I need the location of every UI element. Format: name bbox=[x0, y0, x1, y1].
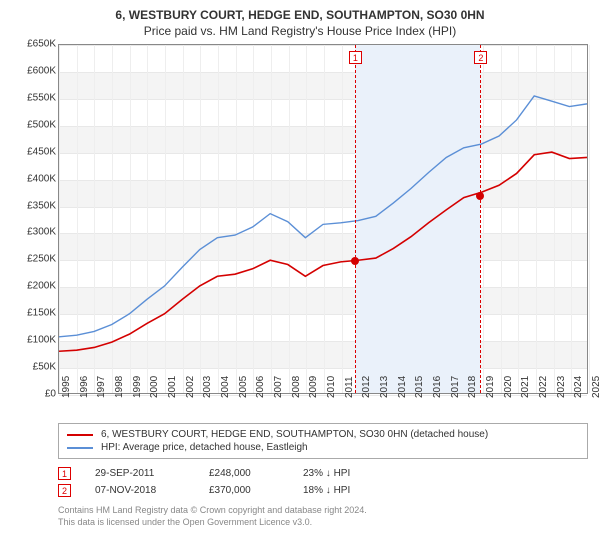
chart-area: £0 £50K £100K £150K £200K £250K £300K £350K £400… bbox=[12, 44, 588, 419]
legend-swatch-property bbox=[67, 434, 93, 436]
x-axis-label: 1997 bbox=[96, 376, 107, 398]
x-axis-label: 2017 bbox=[450, 376, 461, 398]
sale-row: 2 07-NOV-2018 £370,000 18% ↓ HPI bbox=[58, 482, 588, 499]
y-axis-label: £100K bbox=[12, 335, 56, 346]
y-axis-label: £200K bbox=[12, 281, 56, 292]
sale-vs-hpi: 23% ↓ HPI bbox=[303, 468, 350, 479]
x-axis-label: 2020 bbox=[503, 376, 514, 398]
x-axis-label: 2019 bbox=[485, 376, 496, 398]
x-axis-label: 1999 bbox=[132, 376, 143, 398]
chart-marker-box: 2 bbox=[474, 51, 487, 64]
x-axis-label: 2005 bbox=[238, 376, 249, 398]
sale-date: 29-SEP-2011 bbox=[95, 468, 185, 479]
x-axis-label: 1998 bbox=[114, 376, 125, 398]
x-axis-label: 2000 bbox=[149, 376, 160, 398]
chart-sale-point bbox=[476, 192, 484, 200]
y-axis-label: £300K bbox=[12, 227, 56, 238]
sale-date: 07-NOV-2018 bbox=[95, 485, 185, 496]
legend-label-property: 6, WESTBURY COURT, HEDGE END, SOUTHAMPTO… bbox=[101, 429, 488, 440]
y-axis-label: £650K bbox=[12, 39, 56, 50]
legend-row: HPI: Average price, detached house, East… bbox=[67, 441, 579, 454]
legend-label-hpi: HPI: Average price, detached house, East… bbox=[101, 442, 308, 453]
line-property bbox=[59, 152, 587, 351]
chart-title: 6, WESTBURY COURT, HEDGE END, SOUTHAMPTO… bbox=[12, 8, 588, 22]
x-axis-label: 2014 bbox=[397, 376, 408, 398]
chart-marker-box: 1 bbox=[349, 51, 362, 64]
sale-marker-2: 2 bbox=[58, 484, 71, 497]
x-axis-label: 2022 bbox=[538, 376, 549, 398]
x-axis-label: 2025 bbox=[591, 376, 600, 398]
x-axis-label: 2016 bbox=[432, 376, 443, 398]
sales-table: 1 29-SEP-2011 £248,000 23% ↓ HPI 2 07-NO… bbox=[58, 465, 588, 499]
chart-subtitle: Price paid vs. HM Land Registry's House … bbox=[12, 24, 588, 38]
x-axis-label: 2008 bbox=[291, 376, 302, 398]
sale-row: 1 29-SEP-2011 £248,000 23% ↓ HPI bbox=[58, 465, 588, 482]
chart-sale-point bbox=[351, 257, 359, 265]
y-axis-label: £600K bbox=[12, 65, 56, 76]
x-axis-label: 2011 bbox=[344, 376, 355, 398]
sale-price: £248,000 bbox=[209, 468, 279, 479]
y-axis-label: £50K bbox=[12, 362, 56, 373]
x-axis-label: 2002 bbox=[185, 376, 196, 398]
legend-row: 6, WESTBURY COURT, HEDGE END, SOUTHAMPTO… bbox=[67, 428, 579, 441]
x-axis-label: 2001 bbox=[167, 376, 178, 398]
x-axis-label: 2015 bbox=[414, 376, 425, 398]
sale-marker-1: 1 bbox=[58, 467, 71, 480]
plot-region: 12 bbox=[58, 44, 588, 394]
x-axis-label: 2012 bbox=[361, 376, 372, 398]
y-axis-label: £150K bbox=[12, 308, 56, 319]
y-axis-label: £550K bbox=[12, 92, 56, 103]
sale-vs-hpi: 18% ↓ HPI bbox=[303, 485, 350, 496]
x-axis-label: 1995 bbox=[61, 376, 72, 398]
legend: 6, WESTBURY COURT, HEDGE END, SOUTHAMPTO… bbox=[58, 423, 588, 459]
x-axis-label: 2023 bbox=[556, 376, 567, 398]
x-axis-label: 2024 bbox=[573, 376, 584, 398]
y-axis-label: £500K bbox=[12, 119, 56, 130]
y-axis-label: £350K bbox=[12, 200, 56, 211]
y-axis-label: £450K bbox=[12, 146, 56, 157]
x-axis-label: 2003 bbox=[202, 376, 213, 398]
legend-swatch-hpi bbox=[67, 447, 93, 449]
x-axis-label: 2006 bbox=[255, 376, 266, 398]
x-axis-label: 2007 bbox=[273, 376, 284, 398]
credit-text: Contains HM Land Registry data © Crown c… bbox=[58, 505, 588, 528]
sale-price: £370,000 bbox=[209, 485, 279, 496]
y-axis-label: £0 bbox=[12, 389, 56, 400]
x-axis-label: 2010 bbox=[326, 376, 337, 398]
x-axis-label: 2009 bbox=[308, 376, 319, 398]
y-axis-label: £400K bbox=[12, 173, 56, 184]
x-axis-label: 2013 bbox=[379, 376, 390, 398]
line-hpi bbox=[59, 96, 587, 337]
x-axis-label: 2018 bbox=[467, 376, 478, 398]
y-axis-label: £250K bbox=[12, 254, 56, 265]
x-axis-label: 1996 bbox=[79, 376, 90, 398]
x-axis-label: 2004 bbox=[220, 376, 231, 398]
x-axis-label: 2021 bbox=[520, 376, 531, 398]
